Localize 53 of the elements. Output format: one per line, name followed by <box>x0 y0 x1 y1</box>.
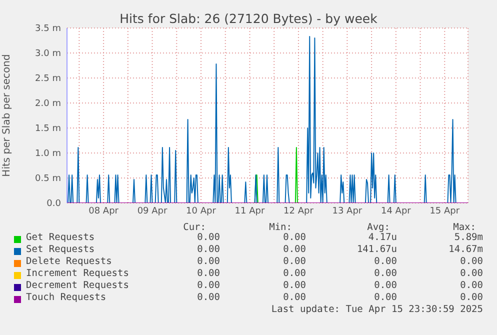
text: 0.00 <box>282 280 306 291</box>
text: 0.00 <box>196 280 220 291</box>
text: 0.00 <box>282 232 306 243</box>
chart-title: Hits for Slab: 26 (27120 Bytes) - by week <box>118 11 378 26</box>
text: 0.00 <box>373 280 397 291</box>
text: 0.00 <box>373 292 397 303</box>
text: 0.00 <box>196 292 220 303</box>
text: Avg: <box>366 222 391 233</box>
y-tick-label: 2.0 m <box>35 99 61 110</box>
legend-label: Decrement Requests <box>26 280 129 291</box>
text: 0.00 <box>459 292 483 303</box>
x-tick-label: 11 Apr <box>234 206 265 216</box>
x-tick-label: 14 Apr <box>380 206 412 216</box>
text: 0.00 <box>282 244 306 255</box>
text: 0.00 <box>373 268 397 279</box>
text: 14.67m <box>448 244 483 255</box>
text: 0.00 <box>282 256 306 267</box>
text: Last update: Tue Apr 15 23:30:59 2025 <box>270 304 483 315</box>
legend-label: Increment Requests <box>26 268 129 279</box>
text: 0.00 <box>459 256 483 267</box>
legend-label: Touch Requests <box>26 292 106 303</box>
text: 4.17u <box>367 232 397 243</box>
text: 0.00 <box>196 244 220 255</box>
text: Min: <box>268 222 293 233</box>
text: 0.00 <box>373 256 397 267</box>
text: Cur: <box>182 222 207 233</box>
x-tick-label: 12 Apr <box>284 206 314 216</box>
text: 141.67u <box>356 244 397 255</box>
x-tick-label: 13 Apr <box>332 206 362 216</box>
text: Max: <box>452 222 477 233</box>
legend-label: Delete Requests <box>26 256 112 267</box>
legend-label: Get Requests <box>26 232 95 243</box>
text: 0.00 <box>196 256 220 267</box>
y-axis-title: Hits per Slab per second <box>2 54 13 177</box>
text: 0.00 <box>196 232 220 243</box>
y-tick-label: 0.5 m <box>35 174 61 184</box>
text: 5.89m <box>453 232 483 243</box>
text: 0.00 <box>459 280 483 291</box>
x-tick-label: 15 Apr <box>430 206 460 216</box>
text: 0.00 <box>196 268 220 279</box>
text: 0.00 <box>282 292 306 303</box>
y-tick-label: 3.0 m <box>35 49 61 60</box>
y-tick-label: 1.0 m <box>35 149 61 160</box>
x-tick-label: 10 Apr <box>186 206 216 216</box>
y-tick-label: 3.5 m <box>35 24 61 34</box>
y-tick-label: 2.5 m <box>35 74 61 84</box>
y-tick-label: 0.0 <box>46 199 62 210</box>
y-tick-label: 1.5 m <box>35 124 61 134</box>
x-tick-label: 09 Apr <box>137 206 168 216</box>
x-tick-label: 08 Apr <box>88 206 119 216</box>
text: 0.00 <box>459 268 483 279</box>
legend-label: Set Requests <box>26 244 95 255</box>
text: 0.00 <box>282 268 306 279</box>
